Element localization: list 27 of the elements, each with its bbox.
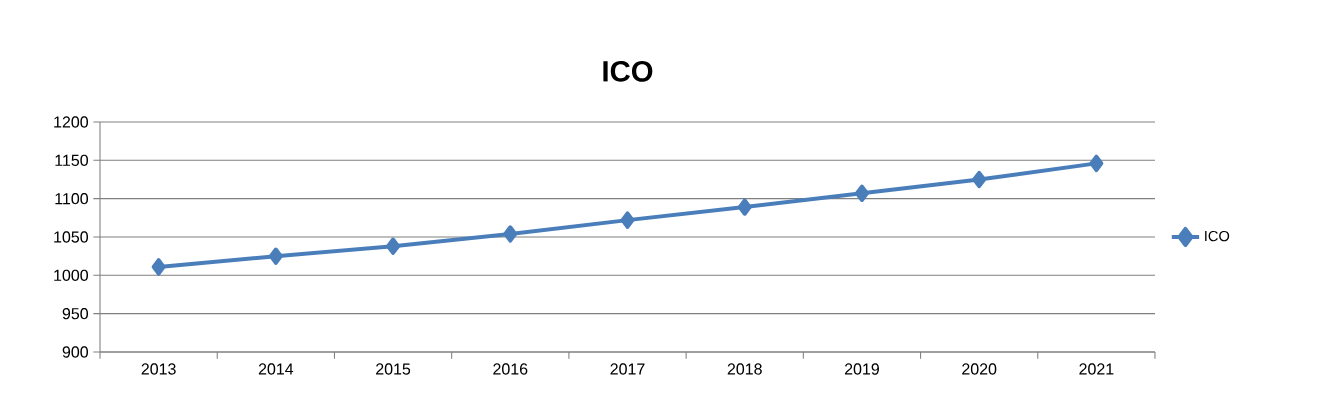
- y-tick-label: 1100: [55, 193, 89, 205]
- x-tick-label: 2013: [141, 363, 176, 375]
- y-tick-label: 1150: [55, 154, 89, 166]
- legend-label: ICO: [1205, 230, 1230, 242]
- point: [1089, 154, 1104, 173]
- y-tick-label: 1050: [54, 231, 89, 243]
- y-tick-label: 1200: [54, 116, 89, 128]
- point: [151, 258, 166, 276]
- point: [386, 237, 401, 255]
- point: [972, 170, 987, 189]
- x-tick-label: 2020: [962, 363, 997, 375]
- point: [737, 198, 752, 216]
- point: [503, 225, 518, 243]
- y-tick-label: 900: [62, 346, 89, 358]
- x-tick-label: 2014: [258, 363, 294, 375]
- chart-title: ICO: [603, 60, 653, 82]
- point: [620, 211, 635, 229]
- x-tick-label: 2017: [610, 363, 645, 375]
- x-tick-label: 2015: [376, 363, 411, 375]
- y-tick-label: 950: [62, 308, 89, 320]
- y-tick-label: 1000: [54, 269, 89, 281]
- x-tick-label: 2021: [1079, 363, 1114, 375]
- x-tick-label: 2016: [493, 363, 528, 375]
- point: [854, 184, 869, 202]
- x-tick-label: 2019: [844, 363, 879, 375]
- point: [268, 247, 283, 265]
- x-tick-label: 2018: [727, 363, 762, 375]
